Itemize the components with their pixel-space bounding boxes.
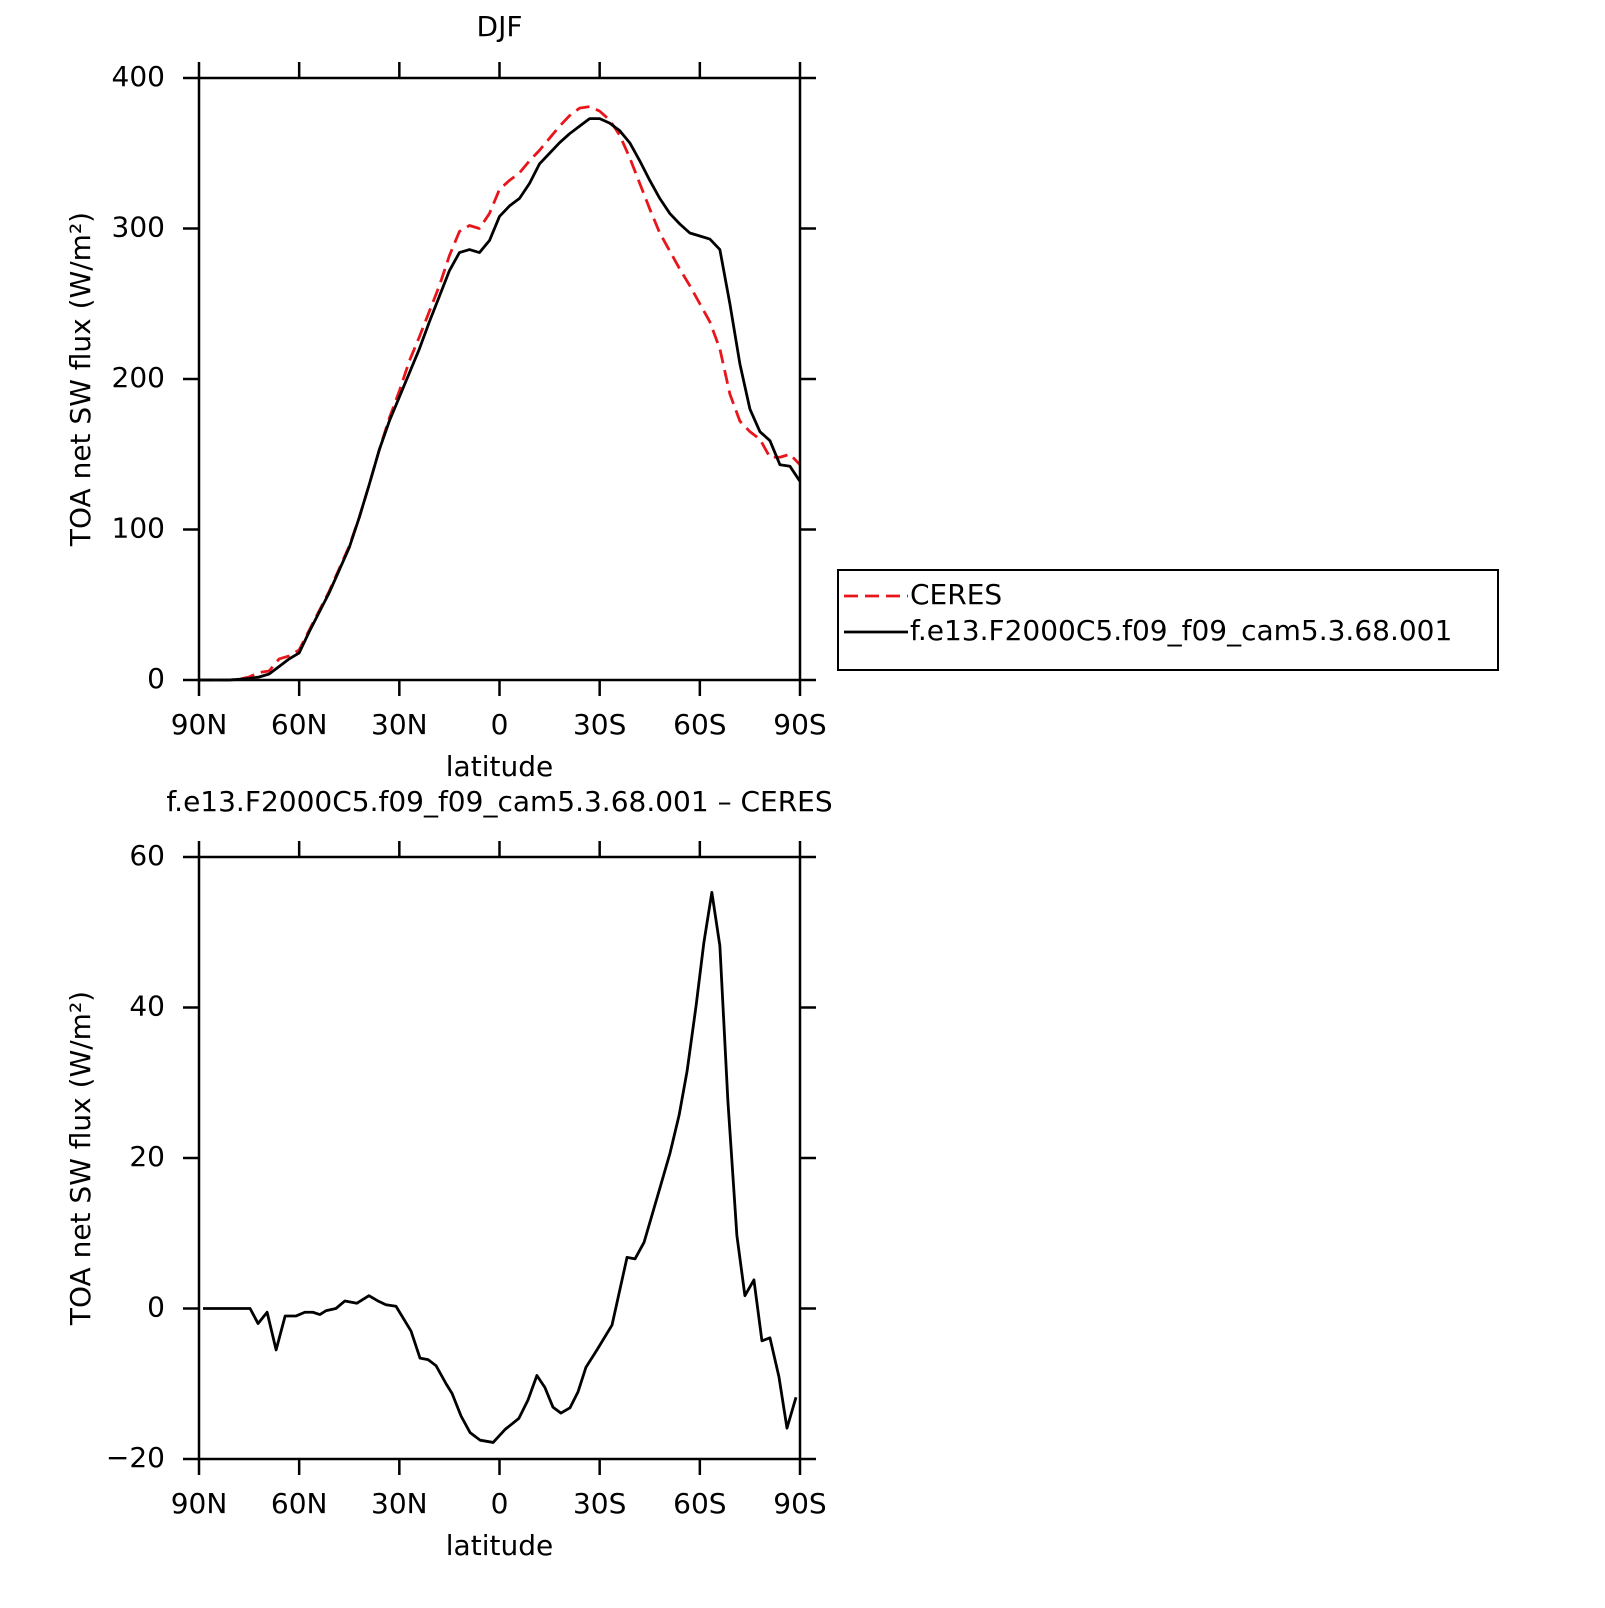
x-tick-label: 30S [573, 708, 626, 741]
legend-label: f.e13.F2000C5.f09_f09_cam5.3.68.001 [910, 614, 1452, 647]
x-tick-label: 60N [271, 708, 328, 741]
legend-box [837, 569, 1499, 671]
x-tick-label: 0 [491, 1487, 509, 1520]
x-tick-label: 30N [371, 708, 428, 741]
plot-frame [197, 76, 802, 682]
plot-frame [197, 855, 802, 1461]
x-axis-label: latitude [446, 1529, 553, 1562]
data-line [199, 117, 802, 682]
y-tick-label: 20 [129, 1140, 165, 1173]
y-tick-label: 0 [147, 1291, 165, 1324]
x-tick-label: 60S [673, 708, 726, 741]
x-tick-label: 60S [673, 1487, 726, 1520]
y-tick-label: 300 [112, 211, 165, 244]
chart-title: DJF [477, 10, 523, 43]
y-tick-label: 60 [129, 839, 165, 872]
x-tick-label: 30N [371, 1487, 428, 1520]
y-tick-label: 100 [112, 512, 165, 545]
x-tick-label: 60N [271, 1487, 328, 1520]
y-tick-label: 0 [147, 662, 165, 695]
data-line [203, 890, 798, 1444]
y-tick-label: 200 [112, 361, 165, 394]
x-tick-label: 90S [773, 1487, 826, 1520]
x-tick-label: 90N [171, 708, 228, 741]
legend-label: CERES [910, 578, 1002, 611]
y-tick-label: 40 [129, 990, 165, 1023]
x-tick-label: 30S [573, 1487, 626, 1520]
y-tick-label: 400 [112, 60, 165, 93]
x-tick-label: 90N [171, 1487, 228, 1520]
y-axis-label: TOA net SW flux (W/m²) [64, 991, 97, 1326]
data-line [199, 105, 802, 682]
y-axis-label: TOA net SW flux (W/m²) [64, 212, 97, 547]
x-tick-label: 90S [773, 708, 826, 741]
chart-title: f.e13.F2000C5.f09_f09_cam5.3.68.001 – CE… [166, 785, 832, 818]
y-tick-label: −20 [106, 1441, 165, 1474]
x-tick-label: 0 [491, 708, 509, 741]
x-axis-label: latitude [446, 750, 553, 783]
